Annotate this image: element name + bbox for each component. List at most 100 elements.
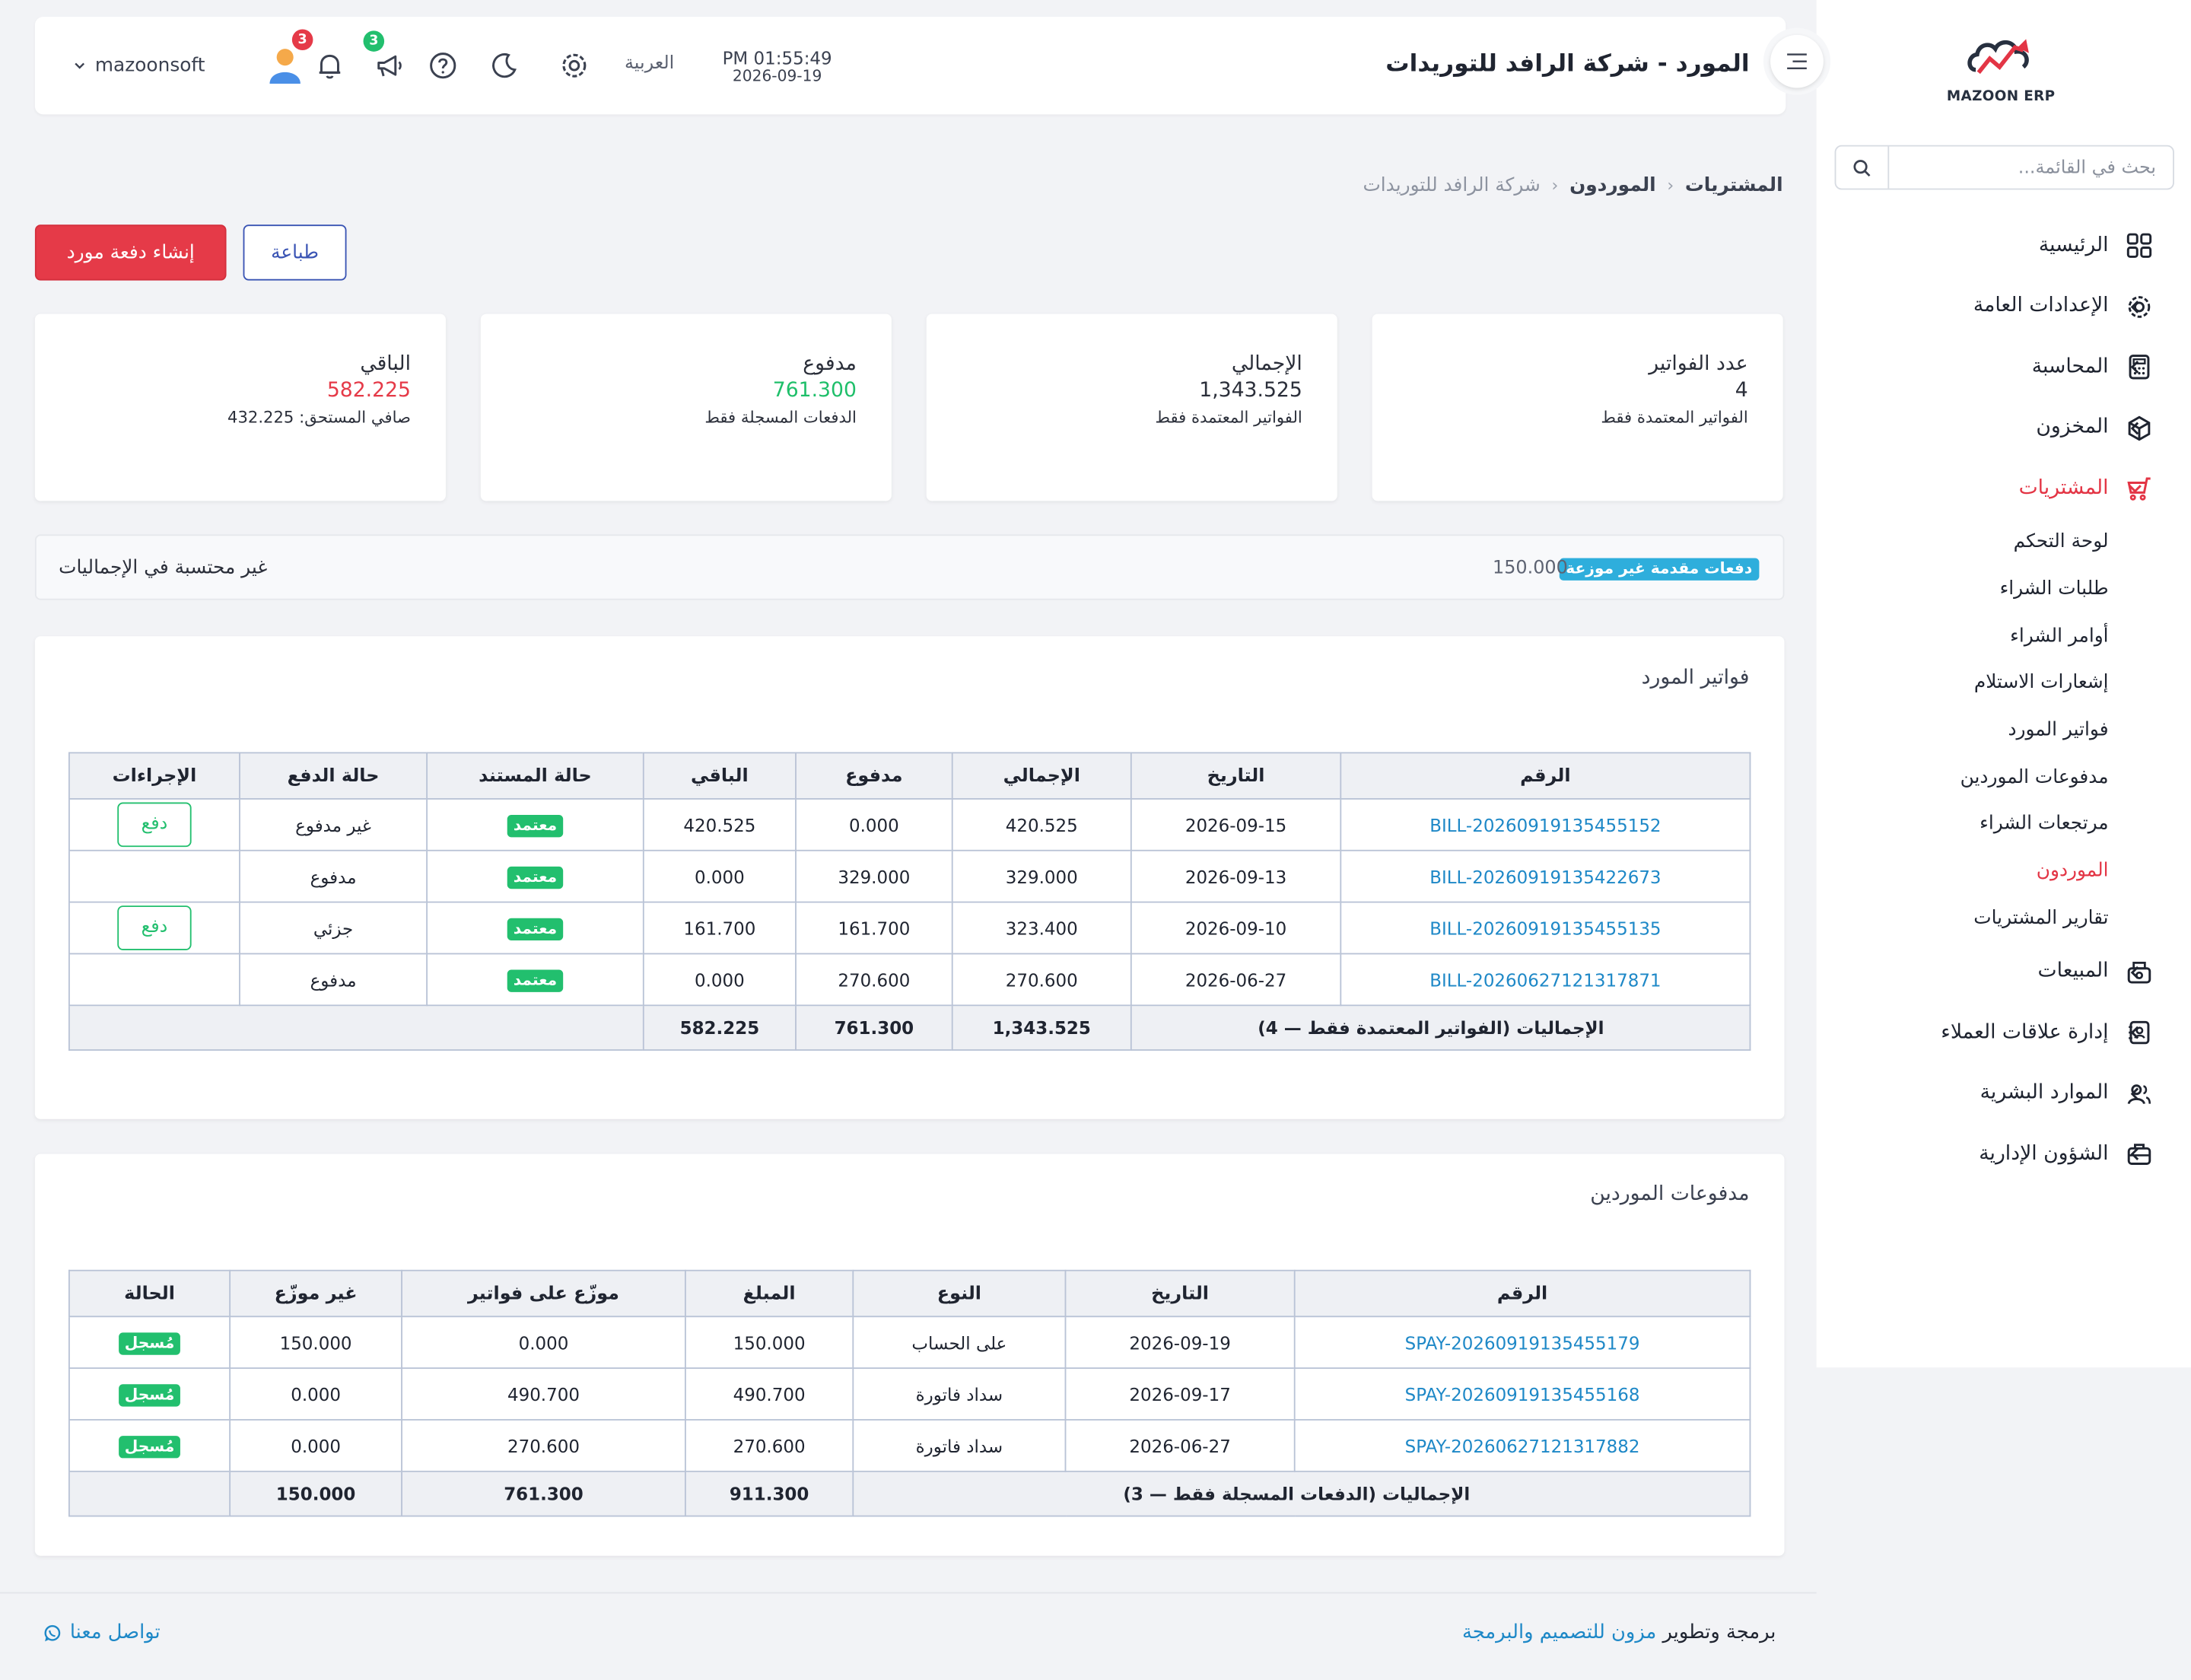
help-question-icon[interactable] (428, 50, 458, 81)
chevron-left-icon (2130, 300, 2139, 313)
submenu-item-supplier-bills[interactable]: فواتير المورد (2008, 718, 2109, 741)
sidebar-item-inventory[interactable]: المخزون (1817, 397, 2191, 458)
sidebar: MAZOON ERP الرئيسية الإعدادات العامة الم… (1816, 0, 2191, 1368)
stat-value: 582.225 (326, 379, 411, 402)
bill-remaining: 0.000 (642, 849, 797, 903)
stat-label: عدد الفواتير (1649, 352, 1748, 376)
column-header: الباقي (642, 752, 797, 800)
language-switch[interactable]: العربية (625, 52, 675, 75)
payment-status-badge: مُسجل (119, 1383, 180, 1406)
sidebar-item-admin-affairs[interactable]: الشؤون الإدارية (1817, 1124, 2191, 1185)
panel-title: مدفوعات الموردين (1590, 1183, 1750, 1206)
table-header-row: الرقم التاريخ الإجمالي مدفوع الباقي حالة… (68, 752, 1751, 800)
payment-allocated: 0.000 (401, 1316, 686, 1370)
stat-label: مدفوع (803, 352, 857, 376)
payment-date: 2026-06-27 (1064, 1419, 1296, 1472)
bill-number-link[interactable]: BILL-20260919135455135 (1429, 917, 1662, 939)
megaphone-icon[interactable] (374, 50, 405, 81)
stat-subtext: الفواتير المعتمدة فقط (1155, 407, 1302, 428)
pay-button[interactable]: دفع (117, 802, 192, 848)
bill-remaining: 420.525 (642, 797, 797, 851)
bill-number-link[interactable]: BILL-20260919135455152 (1429, 814, 1662, 835)
bill-number-link[interactable]: BILL-20260627121317871 (1429, 969, 1662, 991)
print-button[interactable]: طباعة (243, 224, 347, 281)
sidebar-item-label: الإعدادات العامة (1973, 294, 2109, 317)
sidebar-item-label: المحاسبة (2031, 355, 2109, 378)
submenu-item-suppliers[interactable]: الموردون (2036, 859, 2109, 883)
calculator-icon (2129, 355, 2150, 380)
unallocated-advances-amount: 150.000 (1493, 558, 1568, 580)
sidebar-toggle-button[interactable] (1763, 27, 1831, 95)
sidebar-item-purchases[interactable]: المشتريات (1817, 458, 2191, 519)
bell-icon[interactable] (314, 50, 345, 81)
unallocated-advances-bar: دفعات مقدمة غير موزعة 150.000 غير محتسبة… (34, 534, 1785, 600)
footer-credit: برمجة وتطوير مزون للتصميم والبرمجة (1462, 1621, 1776, 1643)
create-supplier-payment-button[interactable]: إنشاء دفعة مورد (34, 224, 227, 281)
bill-number-link[interactable]: BILL-20260919135422673 (1429, 865, 1662, 887)
footer-credit-prefix: برمجة وتطوير (1662, 1621, 1776, 1644)
payment-status-badge: مُسجل (119, 1332, 180, 1354)
table-row: BILL-20260919135455152 2026-09-15 420.52… (68, 797, 1751, 851)
pay-button[interactable]: دفع (117, 905, 192, 950)
submenu-item-supplier-payments[interactable]: مدفوعات الموردين (1960, 765, 2109, 788)
stat-subtext: الفواتير المعتمدة فقط (1601, 407, 1748, 428)
bill-total: 329.000 (951, 849, 1132, 903)
clock: PM 01:55:49 2026-09-19 (723, 48, 832, 85)
user-menu[interactable]: mazoonsoft (73, 49, 303, 84)
contact-us-link[interactable]: تواصل معنا (43, 1621, 161, 1643)
column-header: التاريخ (1064, 1269, 1296, 1318)
bill-date: 2026-09-15 (1130, 797, 1342, 851)
totals-label-cell: الإجماليات (الدفعات المسجلة فقط — 3) (852, 1470, 1751, 1517)
payment-allocated: 490.700 (401, 1367, 686, 1421)
submenu-item-purchase-returns[interactable]: مرتجعات الشراء (1980, 813, 2109, 835)
sidebar-item-sales[interactable]: المبيعات (1817, 941, 2191, 1002)
bill-paid: 270.600 (795, 953, 953, 1007)
column-header: غير موزّع (229, 1269, 402, 1318)
submenu-item-purchase-orders[interactable]: أوامر الشراء (2010, 625, 2109, 648)
bill-date: 2026-09-10 (1130, 901, 1342, 955)
payment-date: 2026-09-19 (1064, 1316, 1296, 1370)
column-header: الرقم (1293, 1269, 1751, 1318)
menu-search-input[interactable] (1897, 154, 2157, 180)
breadcrumb-suppliers[interactable]: الموردون (1569, 174, 1656, 197)
payment-unallocated: 0.000 (229, 1367, 402, 1421)
sidebar-item-label: الشؤون الإدارية (1979, 1142, 2109, 1166)
chevron-left-icon (2130, 966, 2139, 979)
dark-mode-moon-icon[interactable] (489, 50, 520, 81)
table-row: SPAY-20260627121317882 2026-06-27 سداد ف… (68, 1419, 1751, 1472)
sidebar-item-accounting[interactable]: المحاسبة (1817, 336, 2191, 397)
search-icon[interactable] (1836, 146, 1890, 189)
sidebar-item-general-settings[interactable]: الإعدادات العامة (1817, 275, 2191, 336)
payment-number-link[interactable]: SPAY-20260627121317882 (1404, 1435, 1640, 1456)
breadcrumb-purchases[interactable]: المشتريات (1684, 174, 1783, 197)
column-header: النوع (852, 1269, 1067, 1318)
totals-label: الإجماليات (1516, 1017, 1604, 1039)
username: mazoonsoft (94, 54, 205, 77)
column-header: الحالة (68, 1269, 231, 1318)
sidebar-item-crm[interactable]: إدارة علاقات العملاء (1817, 1002, 2191, 1063)
submenu-item-purchase-requests[interactable]: طلبات الشراء (1999, 578, 2109, 600)
table-row: BILL-20260627121317871 2026-06-27 270.60… (68, 953, 1751, 1007)
stat-value: 1,343.525 (1199, 379, 1302, 402)
payment-amount: 490.700 (684, 1367, 854, 1421)
app-logo[interactable]: MAZOON ERP (1945, 30, 2057, 105)
whatsapp-icon (44, 1624, 61, 1641)
payment-number-link[interactable]: SPAY-20260919135455168 (1404, 1383, 1640, 1405)
submenu-item-purchase-reports[interactable]: تقارير المشتريات (1973, 906, 2109, 930)
sidebar-item-home[interactable]: الرئيسية (1817, 215, 2191, 275)
submenu-item-receipt-notes[interactable]: إشعارات الاستلام (1973, 671, 2109, 695)
chevron-down-icon (2129, 485, 2142, 493)
top-header: المورد - شركة الرافد للتوريدات PM 01:55:… (34, 17, 1786, 115)
footer-credit-link[interactable]: مزون للتصميم والبرمجة (1462, 1621, 1657, 1644)
chevron-down-icon (75, 62, 85, 69)
column-header: الرقم (1340, 752, 1751, 800)
bill-date: 2026-09-13 (1130, 849, 1342, 903)
payment-number-link[interactable]: SPAY-20260919135455179 (1404, 1332, 1640, 1353)
actions-cell-empty (68, 953, 240, 1007)
gear-icon (2128, 295, 2151, 317)
table-row: SPAY-20260919135455179 2026-09-19 على ال… (68, 1316, 1751, 1370)
stat-subtext: صافي المستحق: 432.225 (227, 407, 411, 428)
sidebar-item-hr[interactable]: الموارد البشرية (1817, 1063, 2191, 1124)
settings-gear-icon[interactable] (559, 50, 590, 81)
submenu-item-dashboard[interactable]: لوحة التحكم (2013, 530, 2109, 553)
